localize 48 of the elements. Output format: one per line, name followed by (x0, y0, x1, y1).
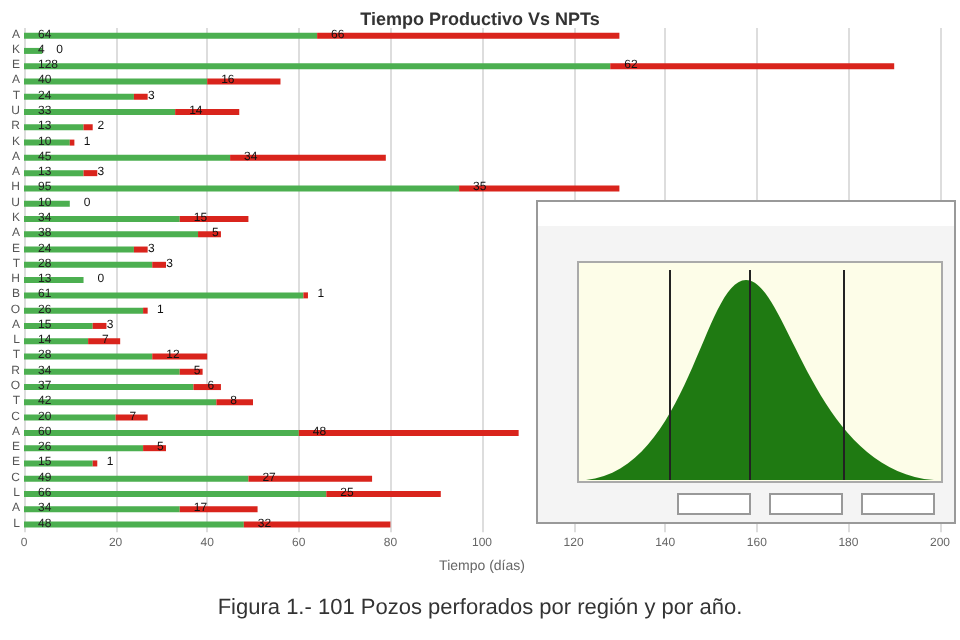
bar (24, 399, 217, 406)
bar (207, 78, 281, 85)
bar (610, 63, 895, 70)
bar (175, 109, 240, 116)
bar (317, 32, 620, 39)
bar (24, 445, 144, 452)
bar (179, 506, 258, 513)
bar (24, 384, 194, 391)
bar (248, 475, 373, 482)
bar (24, 521, 244, 528)
text: Figura 1.- 101 Pozos perforados por región y por año. (215, 596, 745, 620)
bar (24, 353, 153, 360)
bar (24, 109, 176, 116)
bar (152, 353, 208, 360)
bar (115, 414, 148, 421)
bar (88, 338, 121, 345)
bar (92, 322, 107, 329)
bar (133, 246, 148, 253)
bar (24, 506, 180, 513)
bar (83, 170, 98, 177)
bar (24, 154, 231, 161)
bar (326, 491, 441, 497)
bar (24, 93, 134, 100)
bar (24, 63, 611, 70)
bar (24, 78, 208, 85)
bar (24, 231, 199, 238)
bar (24, 475, 249, 482)
bar (24, 246, 134, 253)
bar (133, 93, 148, 100)
bar (24, 215, 180, 222)
bar (24, 414, 116, 421)
bar (152, 261, 166, 268)
bar (24, 460, 93, 467)
bar (24, 32, 318, 39)
bar (24, 292, 304, 299)
bar (243, 521, 391, 528)
bar (230, 154, 386, 161)
bar (24, 261, 153, 268)
bar (459, 185, 620, 192)
bar (24, 429, 299, 436)
bar (24, 307, 144, 314)
bar (24, 185, 460, 192)
bar (24, 368, 180, 375)
bar (298, 429, 519, 436)
bar (24, 491, 327, 497)
bar (83, 124, 93, 131)
bar (24, 322, 93, 329)
chart-title: Tiempo Productivo Vs NPTs (360, 9, 600, 29)
